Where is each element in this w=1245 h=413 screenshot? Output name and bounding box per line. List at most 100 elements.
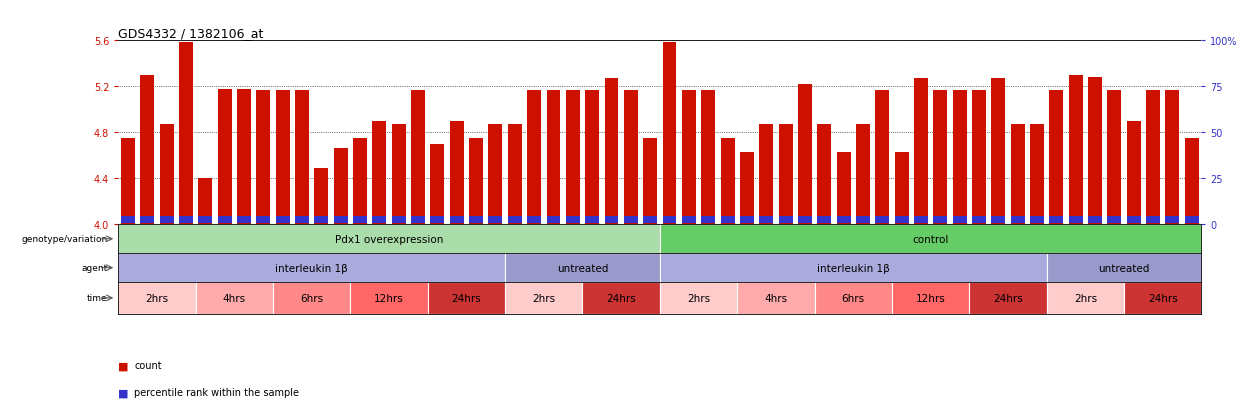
Bar [624,217,637,223]
Text: time: time [87,294,107,303]
Bar [740,152,754,225]
Bar [644,139,657,225]
Text: 12hrs: 12hrs [916,293,945,303]
Bar [817,125,832,225]
Bar [662,217,676,223]
Bar [624,90,637,225]
Text: interleukin 1β: interleukin 1β [275,263,349,273]
Text: 24hrs: 24hrs [994,293,1023,303]
Bar [1127,121,1140,225]
Bar [952,90,966,225]
Text: 2hrs: 2hrs [532,293,555,303]
Bar [1011,125,1025,225]
Bar [121,139,134,225]
Bar [1047,282,1124,314]
Bar [392,125,406,225]
Bar [875,217,889,223]
Bar [295,90,309,225]
Bar [505,282,583,314]
Bar [218,90,232,225]
Text: 4hrs: 4hrs [764,293,788,303]
Text: control: control [913,234,949,244]
Bar [195,282,273,314]
Bar [1147,217,1160,223]
Bar [1088,78,1102,225]
Bar [1068,217,1083,223]
Bar [952,217,966,223]
Bar [237,217,251,223]
Bar [1147,90,1160,225]
Bar [1185,217,1199,223]
Bar [179,217,193,223]
Bar [469,217,483,223]
Bar [334,149,347,225]
Bar [118,225,660,254]
Text: 2hrs: 2hrs [687,293,710,303]
Bar [660,282,737,314]
Bar [159,125,173,225]
Bar [972,90,986,225]
Bar [895,152,909,225]
Bar [1030,217,1045,223]
Bar [449,121,463,225]
Bar [334,217,347,223]
Bar [759,217,773,223]
Bar [1127,217,1140,223]
Bar [121,217,134,223]
Bar [275,217,290,223]
Bar [508,217,522,223]
Bar [972,217,986,223]
Bar [505,254,660,282]
Bar [660,254,1047,282]
Bar [159,217,173,223]
Bar [218,217,232,223]
Text: 6hrs: 6hrs [842,293,865,303]
Bar [256,217,270,223]
Bar [857,125,870,225]
Text: 2hrs: 2hrs [1073,293,1097,303]
Bar [411,90,425,225]
Text: GDS4332 / 1382106_at: GDS4332 / 1382106_at [118,27,264,40]
Bar [488,125,503,225]
Bar [914,217,928,223]
Text: genotype/variation: genotype/variation [21,235,107,244]
Bar [1185,139,1199,225]
Bar [991,217,1005,223]
Bar [527,217,542,223]
Text: 24hrs: 24hrs [452,293,482,303]
Text: ■: ■ [118,387,128,397]
Bar [759,125,773,225]
Bar [198,217,213,223]
Bar [141,76,154,225]
Bar [891,282,970,314]
Bar [350,282,428,314]
Bar [701,90,715,225]
Bar [1107,217,1122,223]
Text: percentile rank within the sample: percentile rank within the sample [134,387,300,397]
Bar [1011,217,1025,223]
Bar [991,79,1005,225]
Text: interleukin 1β: interleukin 1β [817,263,890,273]
Bar [778,217,793,223]
Bar [1165,217,1179,223]
Bar [583,282,660,314]
Text: 24hrs: 24hrs [606,293,636,303]
Bar [372,121,386,225]
Bar [934,90,947,225]
Bar [295,217,309,223]
Bar [682,217,696,223]
Bar [354,217,367,223]
Bar [392,217,406,223]
Bar [547,217,560,223]
Bar [488,217,503,223]
Text: count: count [134,361,162,370]
Bar [740,217,754,223]
Text: untreated: untreated [1098,263,1149,273]
Bar [895,217,909,223]
Bar [837,152,850,225]
Bar [508,125,522,225]
Bar [354,139,367,225]
Bar [547,90,560,225]
Bar [179,43,193,225]
Bar [1088,217,1102,223]
